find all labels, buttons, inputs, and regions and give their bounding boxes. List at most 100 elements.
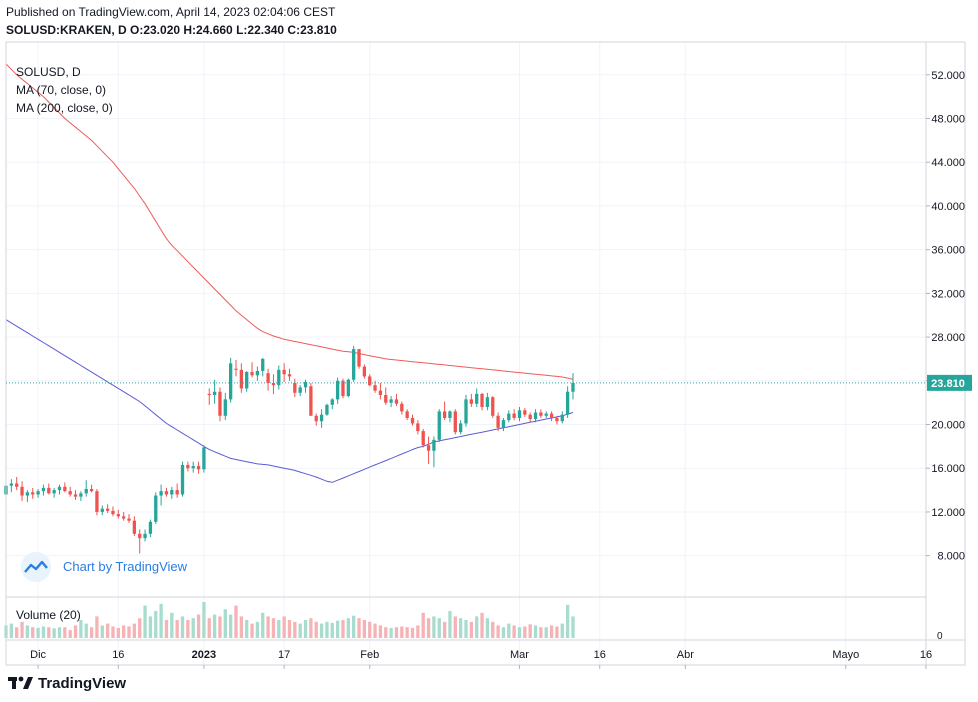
- date-tick-label: Feb: [360, 649, 379, 661]
- candle-body: [154, 495, 158, 522]
- candle-body: [485, 397, 490, 408]
- candle-body: [458, 423, 463, 433]
- volume-bar: [223, 609, 227, 638]
- candle-body: [207, 393, 211, 396]
- candle-body: [555, 417, 559, 422]
- volume-bar: [57, 627, 62, 638]
- volume-bar: [271, 618, 276, 638]
- candle-body: [453, 411, 457, 433]
- volume-bar: [416, 625, 420, 638]
- volume-bar: [464, 620, 468, 638]
- volume-bar: [111, 626, 115, 638]
- published-line: Published on TradingView.com, April 14, …: [6, 5, 336, 19]
- volume-bar: [400, 626, 404, 638]
- volume-bar: [293, 621, 297, 638]
- price-tick-label: 36.000: [931, 245, 965, 257]
- date-tick-label: 16: [112, 649, 124, 661]
- volume-bar: [523, 626, 527, 638]
- candle-body: [314, 415, 318, 422]
- volume-bar: [132, 623, 137, 638]
- candle-body: [512, 413, 516, 418]
- volume-bar: [453, 616, 457, 638]
- candle-body: [319, 414, 324, 422]
- candle-body: [544, 413, 548, 416]
- volume-bar: [95, 616, 99, 638]
- volume-bar: [458, 618, 463, 638]
- moving-averages: [5, 63, 574, 483]
- volume-bar: [9, 623, 14, 638]
- volume-bar: [191, 618, 195, 638]
- candle-body: [180, 464, 185, 495]
- candle-body: [234, 368, 238, 370]
- volume-bar: [239, 616, 244, 638]
- volume-bar: [560, 623, 564, 638]
- volume-bar: [373, 623, 377, 638]
- candle-body: [507, 413, 511, 421]
- candle-body: [68, 491, 72, 495]
- brand-logo[interactable]: TradingView: [8, 674, 126, 692]
- volume-bar: [31, 627, 35, 638]
- candle-body: [228, 363, 233, 400]
- volume-bar: [138, 618, 142, 638]
- candle-body: [362, 366, 367, 377]
- legend-volume: Volume (20): [16, 608, 81, 622]
- volume-bar: [496, 625, 500, 638]
- volume-bar: [148, 616, 153, 638]
- candle-body: [416, 423, 420, 432]
- volume-bar: [346, 618, 350, 638]
- volume-bar: [319, 623, 324, 638]
- candle-body: [116, 514, 120, 517]
- volume-bar: [389, 627, 393, 638]
- volume-bar: [287, 620, 292, 638]
- price-tick-label: 16.000: [931, 463, 965, 475]
- candle-body: [464, 399, 468, 424]
- volume-bar: [442, 621, 447, 638]
- tradingview-logo-icon: [8, 676, 33, 689]
- candle-body: [20, 486, 24, 496]
- volume-bar: [501, 627, 506, 638]
- volume-bar: [517, 627, 522, 638]
- candle-body: [303, 381, 308, 388]
- volume-bar: [555, 626, 559, 638]
- candle-body: [491, 397, 495, 416]
- candle-body: [148, 521, 153, 534]
- volume-bar: [480, 612, 484, 638]
- candle-body: [469, 399, 474, 404]
- volume-bar: [47, 627, 51, 638]
- volume-bar: [362, 620, 367, 638]
- candle-body: [442, 411, 447, 418]
- watermark-text: Chart by TradingView: [63, 559, 188, 574]
- volume-bar: [170, 612, 174, 638]
- date-tick-label: Dic: [30, 649, 46, 661]
- legend-ma200: MA (200, close, 0): [16, 101, 113, 115]
- volume-bar: [539, 627, 543, 638]
- candle-body: [373, 385, 377, 391]
- date-tick-label: Abr: [677, 649, 694, 661]
- volume-bar: [335, 620, 340, 638]
- candle-body: [277, 369, 281, 386]
- volume-bar: [89, 627, 94, 638]
- price-tick-label: 12.000: [931, 507, 965, 519]
- candle-body: [95, 491, 99, 512]
- candle-body: [325, 404, 329, 415]
- candle-body: [346, 379, 350, 397]
- candle-body: [421, 431, 425, 446]
- volume-bar: [180, 616, 185, 638]
- volume-bar: [485, 618, 490, 638]
- volume-bar: [20, 621, 24, 638]
- chart-border: [5, 41, 966, 666]
- volume-bar: [73, 625, 78, 638]
- candle-body: [239, 369, 244, 389]
- candle-body: [389, 399, 393, 403]
- watermark[interactable]: Chart by TradingView: [21, 552, 188, 582]
- volume-bar: [378, 625, 383, 638]
- candle-body: [218, 391, 222, 416]
- candle-body: [143, 533, 147, 539]
- volume-bar: [571, 616, 575, 638]
- volume-bar: [330, 622, 334, 638]
- volume-bar: [105, 623, 110, 638]
- volume-bar: [405, 627, 409, 638]
- candle-body: [245, 372, 249, 389]
- volume-bar: [175, 620, 179, 638]
